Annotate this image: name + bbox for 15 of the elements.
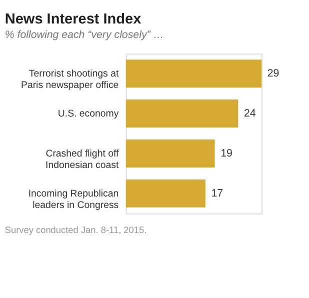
y-tick-label: Incoming Republican leaders in Congress xyxy=(28,188,119,211)
text: Survey conducted Jan. 8-11, 2015. xyxy=(4,224,147,235)
y-tick-label: U.S. economy xyxy=(58,108,119,120)
data-label: 24 xyxy=(244,107,256,120)
bar xyxy=(126,100,238,128)
bar xyxy=(126,140,215,168)
data-label: 29 xyxy=(267,67,280,80)
chart-title: News Interest Index xyxy=(4,12,142,28)
bar xyxy=(126,60,262,88)
chart-subtitle: % following each “very closely” … xyxy=(4,29,164,42)
bar xyxy=(126,179,206,208)
data-label: 19 xyxy=(220,147,233,160)
y-tick-label: Crashed flight off Indonesian coast xyxy=(46,148,119,172)
y-tick-label: Terrorist shootings at Paris newspaper office xyxy=(20,68,119,92)
data-label: 17 xyxy=(211,187,224,200)
